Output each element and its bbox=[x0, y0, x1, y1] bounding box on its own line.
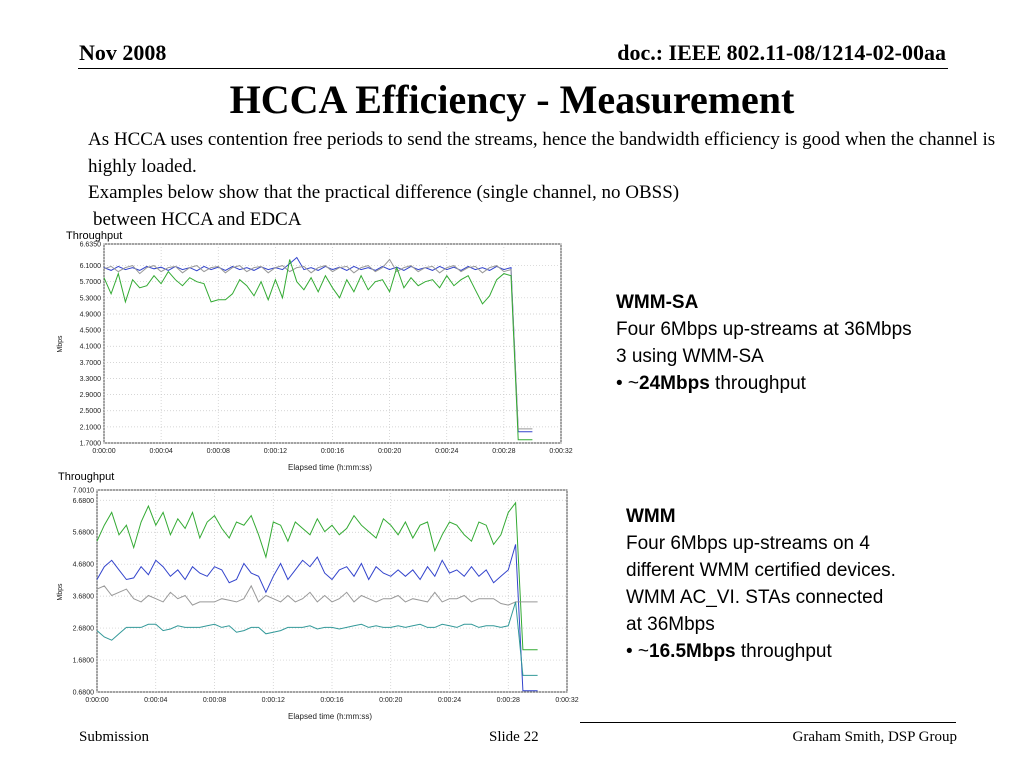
x-axis-label: Elapsed time (h:mm:ss) bbox=[288, 463, 372, 472]
y-axis-label: Mbps bbox=[57, 335, 64, 353]
annotation-wmm-sa-heading: WMM-SA bbox=[616, 292, 699, 313]
x-tick-label: 0:00:32 bbox=[549, 448, 572, 455]
y-tick-label: 5.3000 bbox=[80, 295, 102, 302]
y-tick-label: 2.1000 bbox=[80, 424, 102, 431]
series-line-3 bbox=[103, 259, 533, 441]
series-line-3 bbox=[96, 584, 538, 606]
body-paragraph-2: Examples below show that the practical d… bbox=[88, 182, 680, 203]
x-tick-label: 0:00:08 bbox=[203, 697, 226, 704]
y-tick-label: 2.9000 bbox=[80, 392, 102, 399]
annotation-wmm-sa-line1: Four 6Mbps up-streams at 36Mbps bbox=[616, 319, 912, 340]
header-rule bbox=[78, 68, 948, 69]
y-tick-label: 3.6800 bbox=[73, 594, 95, 601]
y-tick-label: 4.6800 bbox=[73, 562, 95, 569]
x-tick-label: 0:00:04 bbox=[144, 697, 167, 704]
x-axis-label: Elapsed time (h:mm:ss) bbox=[288, 712, 372, 721]
y-tick-label: 1.6800 bbox=[73, 658, 95, 665]
y-tick-label: 6.1000 bbox=[80, 263, 102, 270]
annotation-wmm-heading: WMM bbox=[626, 506, 676, 527]
y-tick-label: 2.5000 bbox=[80, 408, 102, 415]
header-doc-id: doc.: IEEE 802.11-08/1214-02-00aa bbox=[617, 40, 946, 65]
bullet: • bbox=[626, 641, 633, 662]
x-tick-label: 0:00:24 bbox=[438, 697, 461, 704]
x-tick-label: 0:00:00 bbox=[92, 448, 115, 455]
annotation-wmm-line3: WMM AC_VI. STAs connected bbox=[626, 587, 884, 608]
y-axis-label: Mbps bbox=[57, 583, 64, 601]
series-line-2 bbox=[96, 544, 538, 692]
x-tick-label: 0:00:32 bbox=[555, 697, 578, 704]
y-tick-label: 3.3000 bbox=[80, 376, 102, 383]
annotation-wmm-sa: WMM-SA Four 6Mbps up-streams at 36Mbps 3… bbox=[616, 289, 912, 397]
x-tick-label: 0:00:28 bbox=[492, 448, 515, 455]
annotation-wmm-rest: throughput bbox=[735, 641, 832, 662]
tilde: ~ bbox=[632, 641, 650, 662]
x-tick-label: 0:00:08 bbox=[207, 448, 230, 455]
y-tick-label: 1.7000 bbox=[80, 441, 102, 448]
y-tick-label: 2.6800 bbox=[73, 626, 95, 633]
x-tick-label: 0:00:20 bbox=[378, 448, 401, 455]
tilde: ~ bbox=[622, 373, 640, 394]
y-tick-label: 7.0010 bbox=[73, 488, 95, 495]
x-tick-label: 0:00:16 bbox=[320, 697, 343, 704]
chart2-title: Throughput bbox=[58, 471, 115, 483]
annotation-wmm-line4: at 36Mbps bbox=[626, 614, 715, 635]
y-tick-label: 3.7000 bbox=[80, 360, 102, 367]
series-line-2 bbox=[103, 258, 533, 430]
x-tick-label: 0:00:20 bbox=[379, 697, 402, 704]
series-line-4 bbox=[96, 601, 538, 676]
series-line-1 bbox=[96, 501, 538, 651]
y-tick-label: 4.1000 bbox=[80, 344, 102, 351]
y-tick-label: 5.6800 bbox=[73, 530, 95, 537]
x-tick-label: 0:00:16 bbox=[321, 448, 344, 455]
annotation-wmm-sa-rest: throughput bbox=[709, 373, 806, 394]
body-paragraph-1: As HCCA uses contention free periods to … bbox=[88, 129, 996, 177]
y-tick-label: 4.9000 bbox=[80, 311, 102, 318]
footer-rule bbox=[580, 722, 956, 723]
annotation-wmm-bullet-line: • ~16.5Mbps throughput bbox=[626, 638, 896, 665]
y-tick-label: 4.5000 bbox=[80, 328, 102, 335]
footer-slide-number: Slide 22 bbox=[489, 729, 539, 745]
y-tick-label: 6.6350 bbox=[80, 242, 102, 249]
annotation-wmm: WMM Four 6Mbps up-streams on 4 different… bbox=[626, 503, 896, 665]
x-tick-label: 0:00:00 bbox=[85, 697, 108, 704]
annotation-wmm-line2: different WMM certified devices. bbox=[626, 560, 896, 581]
x-tick-label: 0:00:04 bbox=[149, 448, 172, 455]
x-tick-label: 0:00:12 bbox=[264, 448, 287, 455]
x-tick-label: 0:00:12 bbox=[262, 697, 285, 704]
x-tick-label: 0:00:28 bbox=[497, 697, 520, 704]
annotation-wmm-sa-line2: 3 using WMM-SA bbox=[616, 346, 764, 367]
bullet: • bbox=[616, 373, 623, 394]
x-tick-label: 0:00:24 bbox=[435, 448, 458, 455]
body-paragraph-3: between HCCA and EDCA bbox=[93, 208, 302, 230]
footer-submission: Submission bbox=[79, 729, 150, 745]
annotation-wmm-sa-bullet-line: • ~24Mbps throughput bbox=[616, 370, 912, 397]
body-text: As HCCA uses contention free periods to … bbox=[88, 127, 1008, 233]
chart1-title: Throughput bbox=[66, 230, 123, 242]
footer-author: Graham Smith, DSP Group bbox=[792, 729, 957, 745]
y-tick-label: 6.6800 bbox=[73, 498, 95, 505]
annotation-wmm-value: 16.5Mbps bbox=[649, 641, 736, 662]
header-date: Nov 2008 bbox=[79, 40, 167, 65]
slide-title: HCCA Efficiency - Measurement bbox=[229, 77, 795, 122]
annotation-wmm-sa-value: 24Mbps bbox=[639, 373, 710, 394]
y-tick-label: 5.7000 bbox=[80, 279, 102, 286]
y-tick-label: 0.6800 bbox=[73, 690, 95, 697]
annotation-wmm-line1: Four 6Mbps up-streams on 4 bbox=[626, 533, 870, 554]
